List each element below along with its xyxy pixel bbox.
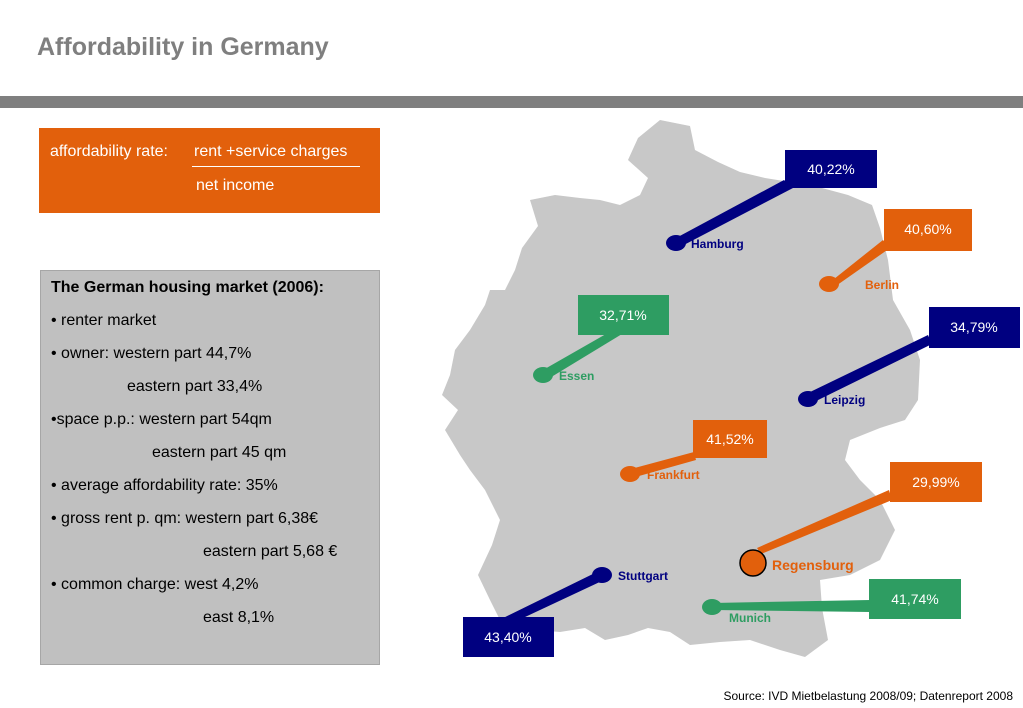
market-line: •space p.p.: western part 54qm [51, 411, 272, 428]
market-line: • renter market [51, 312, 157, 329]
berlin-pointer [829, 240, 890, 288]
formula-label: affordability rate: [50, 143, 168, 160]
market-line: eastern part 5,68 € [203, 543, 338, 560]
berlin-marker [819, 276, 839, 292]
leipzig-rate-box [929, 307, 1020, 348]
market-line: • common charge: west 4,2% [51, 576, 259, 593]
berlin-label: Berlin [865, 278, 899, 292]
berlin-rate-box [884, 209, 972, 251]
essen-rate: 32,71% [599, 307, 646, 323]
title-divider [0, 96, 1023, 108]
munich-pointer [712, 600, 870, 612]
hamburg-marker [666, 235, 686, 251]
regensburg-marker [739, 549, 767, 577]
regensburg-pointer [757, 490, 892, 554]
leipzig-label: Leipzig [824, 393, 865, 407]
essen-marker [533, 367, 553, 383]
berlin-rate: 40,60% [904, 221, 951, 237]
market-line: • average affordability rate: 35% [51, 477, 278, 494]
stuttgart-pointer [499, 570, 604, 626]
frankfurt-pointer [627, 452, 696, 478]
munich-rate-box [869, 579, 961, 619]
formula-numerator: rent +service charges [194, 143, 348, 160]
germany-outline [442, 120, 920, 657]
hamburg-label: Hamburg [691, 237, 744, 251]
regensburg-rate-box [890, 462, 982, 502]
stuttgart-marker [592, 567, 612, 583]
frankfurt-marker [620, 466, 640, 482]
housing-market-box: The German housing market (2006): • rent… [40, 270, 380, 665]
munich-marker [702, 599, 722, 615]
frankfurt-rate: 41,52% [706, 431, 753, 447]
frankfurt-rate-box [693, 420, 767, 458]
market-line: • gross rent p. qm: western part 6,38€ [51, 510, 319, 527]
stuttgart-label: Stuttgart [618, 569, 668, 583]
stuttgart-rate-box [463, 617, 554, 657]
essen-label: Essen [559, 369, 594, 383]
leipzig-marker [798, 391, 818, 407]
hamburg-rate-box [785, 150, 877, 188]
market-line: eastern part 33,4% [127, 378, 263, 395]
regensburg-rate: 29,99% [912, 474, 959, 490]
source-note: Source: IVD Mietbelastung 2008/09; Daten… [723, 689, 1013, 703]
essen-pointer [543, 334, 622, 379]
market-line: eastern part 45 qm [152, 444, 287, 461]
fraction-line [192, 166, 360, 167]
market-line: • owner: western part 44,7% [51, 345, 252, 362]
market-heading: The German housing market (2006): [51, 279, 324, 296]
leipzig-rate: 34,79% [950, 319, 997, 335]
munich-label: Munich [729, 611, 771, 625]
regensburg-label: Regensburg [772, 557, 854, 573]
hamburg-rate: 40,22% [807, 161, 854, 177]
market-line: east 8,1% [203, 609, 275, 626]
frankfurt-label: Frankfurt [647, 468, 700, 482]
munich-rate: 41,74% [891, 591, 938, 607]
formula-denominator: net income [196, 177, 275, 194]
essen-rate-box [578, 295, 669, 335]
leipzig-pointer [808, 335, 932, 403]
formula-box: affordability rate: rent +service charge… [39, 128, 380, 213]
page-title: Affordability in Germany [37, 33, 329, 61]
stuttgart-rate: 43,40% [484, 629, 531, 645]
hamburg-pointer [676, 180, 793, 247]
